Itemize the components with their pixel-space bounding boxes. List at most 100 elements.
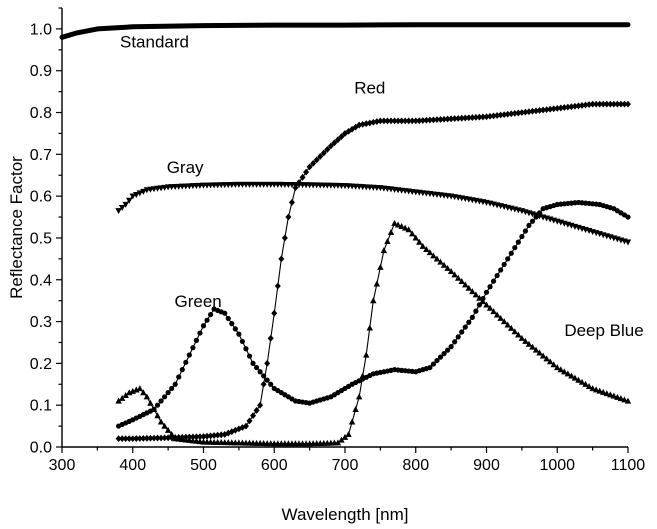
y-tick-label: 0.8 bbox=[30, 105, 52, 122]
data-point-red bbox=[324, 146, 331, 153]
x-tick-label: 1100 bbox=[611, 457, 646, 474]
data-point-deep-blue bbox=[398, 223, 405, 230]
data-point-red bbox=[472, 113, 479, 121]
data-point-red bbox=[133, 435, 140, 442]
data-point-red bbox=[554, 104, 561, 112]
data-point-red bbox=[490, 112, 497, 120]
data-point-green bbox=[494, 272, 500, 279]
data-point-red bbox=[391, 117, 398, 125]
data-point-green bbox=[186, 352, 192, 358]
data-point-green bbox=[268, 381, 274, 387]
data-point-deep-blue bbox=[550, 361, 557, 368]
data-point-deep-blue bbox=[377, 263, 384, 270]
data-point-deep-blue bbox=[578, 378, 586, 385]
data-point-green bbox=[473, 308, 479, 314]
data-point-deep-blue bbox=[557, 366, 564, 373]
data-point-green bbox=[522, 228, 529, 234]
data-point-red bbox=[200, 433, 207, 440]
data-point-red bbox=[320, 149, 327, 157]
data-point-green bbox=[452, 339, 458, 345]
axes: 300 400 500 600 700 800 900 1000 1100 0.00.10.20… bbox=[30, 7, 646, 474]
data-point-gray bbox=[624, 239, 632, 246]
data-point-deep-blue bbox=[419, 242, 427, 249]
data-point-red bbox=[593, 100, 600, 108]
series-green bbox=[116, 199, 631, 429]
plot-area bbox=[59, 22, 632, 447]
data-point-green bbox=[236, 331, 242, 337]
series-label-standard: Standard bbox=[120, 33, 189, 52]
data-point-red bbox=[547, 105, 554, 113]
data-point-deep-blue bbox=[440, 261, 448, 268]
data-point-red bbox=[327, 142, 334, 150]
data-point-green bbox=[176, 374, 182, 380]
data-point-deep-blue bbox=[546, 358, 554, 365]
series-line-deep-blue bbox=[118, 222, 629, 445]
x-tick-label: 700 bbox=[332, 457, 359, 474]
data-point-red bbox=[451, 115, 458, 122]
data-point-green bbox=[459, 329, 465, 335]
data-point-green bbox=[183, 359, 189, 365]
data-point-deep-blue bbox=[493, 311, 501, 318]
data-point-green bbox=[165, 390, 171, 396]
data-point-deep-blue bbox=[426, 249, 434, 256]
data-point-green bbox=[197, 330, 203, 336]
data-point-red bbox=[423, 116, 430, 124]
data-point-deep-blue bbox=[532, 346, 540, 353]
data-point-deep-blue bbox=[164, 426, 172, 433]
data-point-deep-blue bbox=[476, 294, 483, 301]
data-point-red bbox=[405, 117, 412, 125]
data-point-deep-blue bbox=[490, 308, 497, 315]
data-point-green bbox=[229, 321, 235, 327]
data-point-deep-blue bbox=[515, 331, 522, 338]
data-point-green bbox=[243, 346, 249, 352]
data-point-green bbox=[469, 314, 475, 320]
data-point-red bbox=[281, 234, 288, 242]
data-point-red bbox=[253, 407, 260, 414]
data-point-red bbox=[469, 114, 476, 121]
data-point-deep-blue bbox=[355, 393, 363, 400]
data-point-deep-blue bbox=[568, 372, 575, 379]
data-point-gray bbox=[115, 208, 122, 215]
data-point-deep-blue bbox=[157, 418, 165, 425]
data-point-deep-blue bbox=[154, 412, 161, 419]
data-point-deep-blue bbox=[465, 284, 473, 291]
data-point-deep-blue bbox=[334, 439, 342, 446]
data-point-red bbox=[511, 109, 518, 117]
data-point-gray bbox=[126, 197, 133, 204]
data-point-green bbox=[529, 218, 536, 224]
data-point-red bbox=[373, 118, 380, 125]
data-point-deep-blue bbox=[462, 281, 469, 288]
data-point-red bbox=[448, 115, 455, 123]
data-point-red bbox=[274, 282, 281, 290]
x-tick-label: 400 bbox=[119, 457, 146, 474]
data-point-red bbox=[306, 163, 313, 171]
data-point-red bbox=[589, 100, 596, 108]
data-point-red bbox=[257, 401, 264, 409]
data-point-green bbox=[169, 385, 175, 392]
data-point-red bbox=[455, 114, 462, 122]
data-point-deep-blue bbox=[409, 230, 416, 237]
data-point-deep-blue bbox=[617, 395, 625, 402]
data-point-green bbox=[246, 353, 253, 359]
data-point-green bbox=[519, 233, 525, 240]
data-point-green bbox=[526, 222, 532, 229]
data-point-red bbox=[582, 101, 589, 109]
y-tick-label: 0.9 bbox=[30, 63, 52, 80]
data-point-deep-blue bbox=[458, 278, 465, 285]
data-point-deep-blue bbox=[585, 382, 593, 389]
data-point-green bbox=[257, 369, 263, 375]
data-point-gray bbox=[140, 188, 147, 195]
data-point-deep-blue bbox=[543, 355, 550, 362]
y-tick-label: 0.6 bbox=[30, 189, 52, 206]
data-point-gray bbox=[133, 191, 140, 198]
data-point-deep-blue bbox=[161, 422, 168, 429]
data-point-deep-blue bbox=[600, 388, 607, 395]
data-point-red bbox=[122, 435, 129, 443]
data-point-deep-blue bbox=[483, 301, 490, 308]
data-point-red bbox=[518, 109, 525, 116]
data-point-green bbox=[515, 239, 521, 245]
data-point-deep-blue bbox=[437, 258, 444, 265]
data-point-deep-blue bbox=[500, 318, 508, 325]
data-point-red bbox=[575, 102, 582, 110]
